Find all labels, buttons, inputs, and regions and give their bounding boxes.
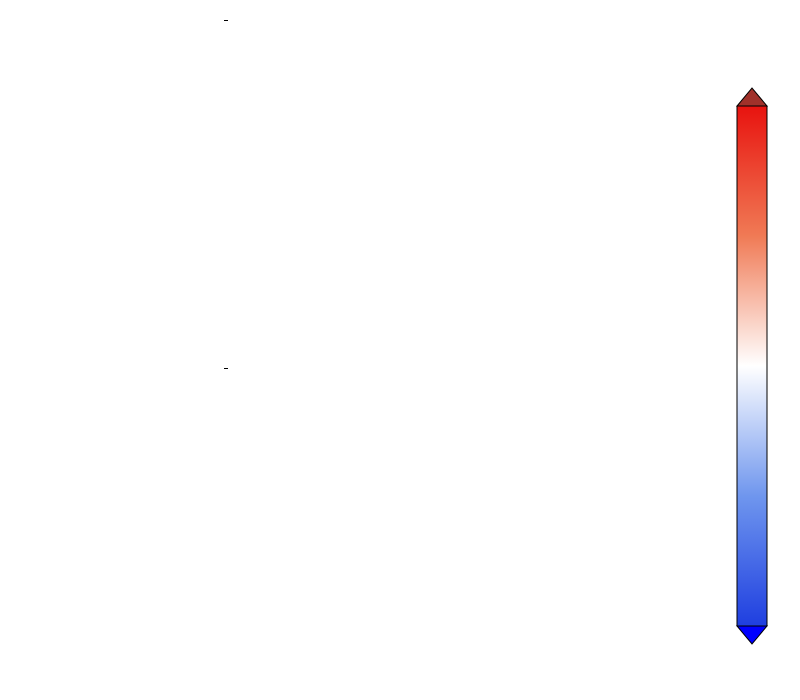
panel-b-ratio [224, 366, 228, 371]
colorbar-gradient [736, 105, 768, 627]
panel-b-title [224, 366, 236, 371]
panel-a-ratio [224, 18, 228, 23]
panel-b-numerator [224, 366, 228, 369]
panel-a-numerator [224, 18, 228, 21]
colorbar-over-triangle [735, 87, 769, 107]
panel-a-title [224, 18, 236, 23]
colorbar-under-triangle [735, 625, 769, 645]
colorbar [735, 87, 769, 645]
